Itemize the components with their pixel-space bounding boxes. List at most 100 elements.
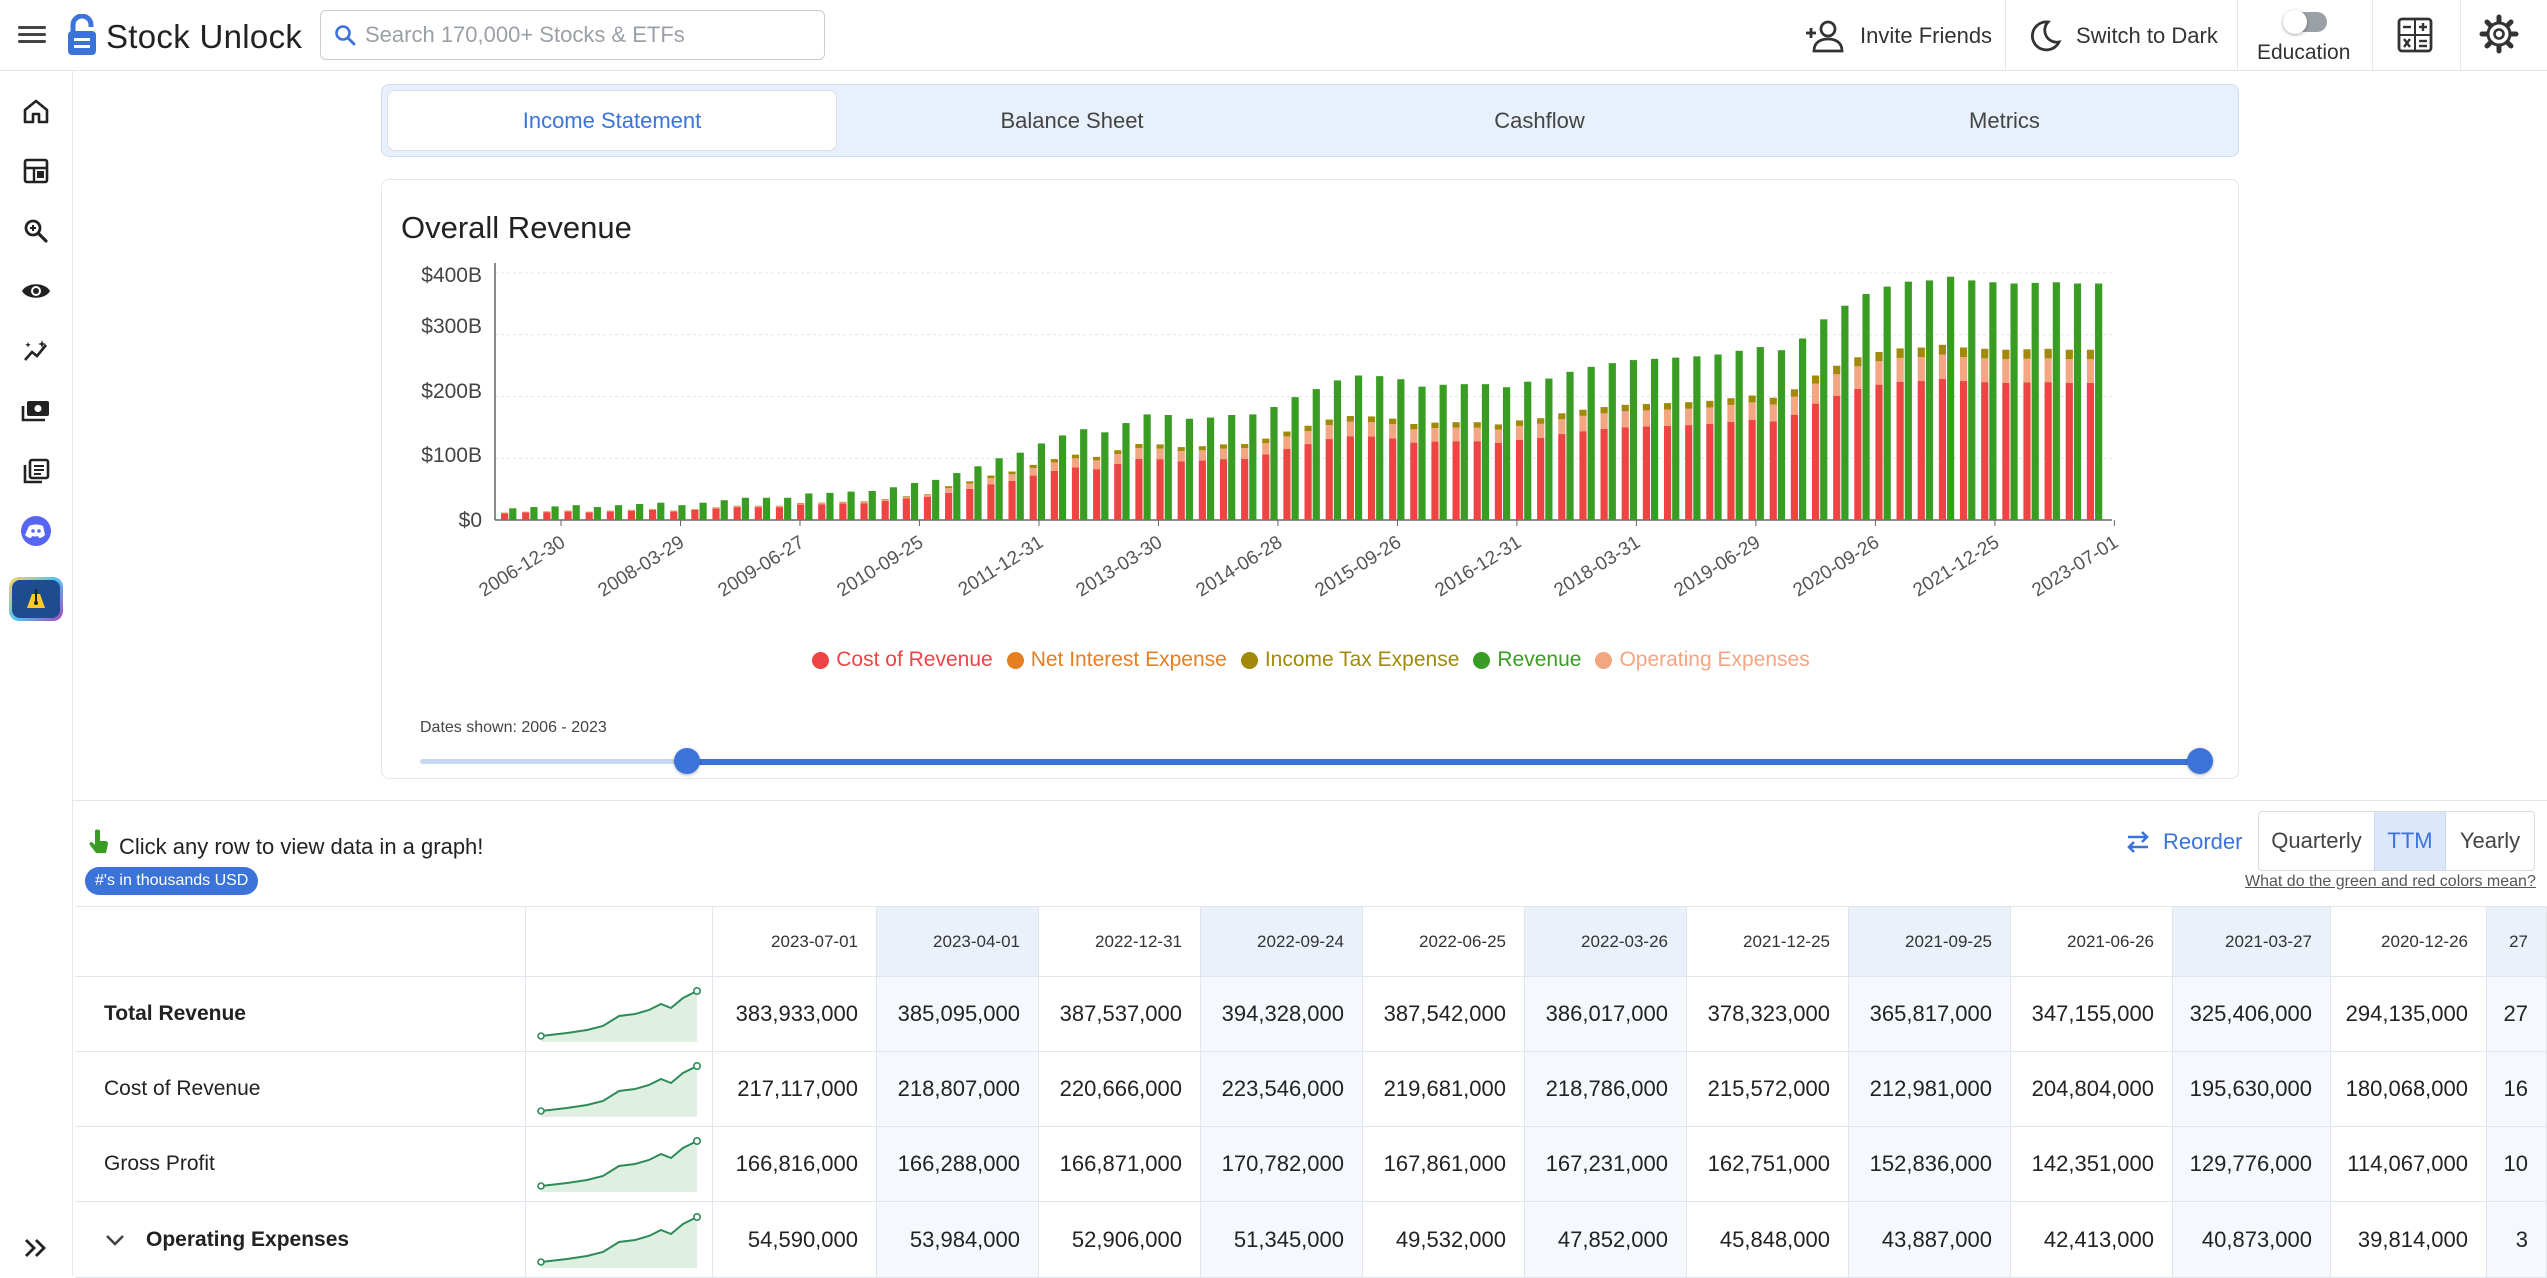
table-cell[interactable]: 53,984,000: [877, 1202, 1039, 1278]
tab-balance-sheet[interactable]: Balance Sheet: [837, 90, 1307, 151]
table-cell[interactable]: 166,816,000: [713, 1127, 877, 1202]
table-cell[interactable]: 223,546,000: [1201, 1052, 1363, 1127]
brand-name[interactable]: Stock Unlock: [106, 18, 302, 56]
range-start-handle[interactable]: [674, 748, 700, 774]
column-header[interactable]: 2020-12-26: [2331, 907, 2487, 977]
table-cell[interactable]: 16: [2487, 1052, 2547, 1127]
tab-cashflow[interactable]: Cashflow: [1307, 90, 1772, 151]
table-cell[interactable]: 195,630,000: [2173, 1052, 2331, 1127]
home-icon[interactable]: [20, 95, 52, 127]
pen-tool-button[interactable]: [9, 577, 63, 621]
column-header[interactable]: 2022-03-26: [1525, 907, 1687, 977]
column-header[interactable]: 2021-12-25: [1687, 907, 1849, 977]
colors-help-link[interactable]: What do the green and red colors mean?: [2245, 873, 2536, 891]
table-cell[interactable]: 294,135,000: [2331, 977, 2487, 1052]
table-cell[interactable]: 219,681,000: [1363, 1052, 1525, 1127]
table-cell[interactable]: 386,017,000: [1525, 977, 1687, 1052]
reorder-button[interactable]: Reorder: [2125, 829, 2242, 855]
library-icon[interactable]: [20, 455, 52, 487]
table-cell[interactable]: 3: [2487, 1202, 2547, 1278]
table-cell[interactable]: 204,804,000: [2011, 1052, 2173, 1127]
hamburger-icon[interactable]: [18, 22, 46, 48]
row-label[interactable]: Operating Expenses: [75, 1202, 526, 1278]
row-label[interactable]: Cost of Revenue: [75, 1052, 526, 1127]
sparkline-cell[interactable]: [526, 1127, 713, 1202]
table-cell[interactable]: 170,782,000: [1201, 1127, 1363, 1202]
column-header[interactable]: 2021-09-25: [1849, 907, 2011, 977]
table-cell[interactable]: 40,873,000: [2173, 1202, 2331, 1278]
table-cell[interactable]: 365,817,000: [1849, 977, 2011, 1052]
double-chevron-right-icon[interactable]: [22, 1237, 48, 1259]
column-header[interactable]: 2023-07-01: [713, 907, 877, 977]
calculator-icon[interactable]: [2397, 17, 2433, 53]
search-box[interactable]: [320, 10, 825, 60]
dashboard-icon[interactable]: [20, 155, 52, 187]
gear-icon[interactable]: [2479, 14, 2519, 54]
table-cell[interactable]: 166,871,000: [1039, 1127, 1201, 1202]
table-cell[interactable]: 43,887,000: [1849, 1202, 2011, 1278]
invite-friends-button[interactable]: Invite Friends: [1804, 0, 1992, 71]
column-header[interactable]: 27: [2487, 907, 2547, 977]
row-label[interactable]: Total Revenue: [75, 977, 526, 1052]
sparkline-cell[interactable]: [526, 977, 713, 1052]
table-cell[interactable]: 387,542,000: [1363, 977, 1525, 1052]
education-toggle[interactable]: [2283, 12, 2327, 32]
table-cell[interactable]: 142,351,000: [2011, 1127, 2173, 1202]
table-cell[interactable]: 114,067,000: [2331, 1127, 2487, 1202]
table-cell[interactable]: 218,807,000: [877, 1052, 1039, 1127]
table-cell[interactable]: 394,328,000: [1201, 977, 1363, 1052]
table-cell[interactable]: 129,776,000: [2173, 1127, 2331, 1202]
table-cell[interactable]: 166,288,000: [877, 1127, 1039, 1202]
period-quarterly[interactable]: Quarterly: [2259, 812, 2374, 870]
range-end-handle[interactable]: [2187, 748, 2213, 774]
column-header[interactable]: 2022-06-25: [1363, 907, 1525, 977]
legend-net-interest-expense[interactable]: Net Interest Expense: [1007, 648, 1227, 672]
column-header[interactable]: 2023-04-01: [877, 907, 1039, 977]
column-header[interactable]: 2022-09-24: [1201, 907, 1363, 977]
magic-chart-icon[interactable]: [20, 335, 52, 367]
eye-icon[interactable]: [20, 275, 52, 307]
logo-icon[interactable]: [66, 14, 98, 56]
table-cell[interactable]: 52,906,000: [1039, 1202, 1201, 1278]
zoom-search-icon[interactable]: [20, 215, 52, 247]
table-cell[interactable]: 152,836,000: [1849, 1127, 2011, 1202]
table-cell[interactable]: 218,786,000: [1525, 1052, 1687, 1127]
legend-income-tax-expense[interactable]: Income Tax Expense: [1241, 648, 1460, 672]
table-cell[interactable]: 347,155,000: [2011, 977, 2173, 1052]
money-icon[interactable]: [20, 395, 52, 427]
table-cell[interactable]: 47,852,000: [1525, 1202, 1687, 1278]
period-yearly[interactable]: Yearly: [2446, 812, 2534, 870]
table-cell[interactable]: 215,572,000: [1687, 1052, 1849, 1127]
table-cell[interactable]: 27: [2487, 977, 2547, 1052]
table-cell[interactable]: 10: [2487, 1127, 2547, 1202]
legend-operating-expenses[interactable]: Operating Expenses: [1595, 648, 1809, 672]
legend-cost-of-revenue[interactable]: Cost of Revenue: [812, 648, 992, 672]
table-cell[interactable]: 45,848,000: [1687, 1202, 1849, 1278]
row-label[interactable]: Gross Profit: [75, 1127, 526, 1202]
table-cell[interactable]: 162,751,000: [1687, 1127, 1849, 1202]
table-cell[interactable]: 49,532,000: [1363, 1202, 1525, 1278]
table-cell[interactable]: 387,537,000: [1039, 977, 1201, 1052]
table-cell[interactable]: 167,231,000: [1525, 1127, 1687, 1202]
table-cell[interactable]: 325,406,000: [2173, 977, 2331, 1052]
table-cell[interactable]: 51,345,000: [1201, 1202, 1363, 1278]
chevron-down-icon[interactable]: [104, 1233, 126, 1247]
tab-metrics[interactable]: Metrics: [1772, 90, 2237, 151]
table-cell[interactable]: 39,814,000: [2331, 1202, 2487, 1278]
table-cell[interactable]: 54,590,000: [713, 1202, 877, 1278]
column-header[interactable]: 2022-12-31: [1039, 907, 1201, 977]
search-input[interactable]: [365, 11, 815, 59]
switch-dark-button[interactable]: Switch to Dark: [2028, 0, 2218, 71]
table-cell[interactable]: 220,666,000: [1039, 1052, 1201, 1127]
sparkline-cell[interactable]: [526, 1202, 713, 1278]
table-cell[interactable]: 212,981,000: [1849, 1052, 2011, 1127]
period-ttm[interactable]: TTM: [2374, 812, 2446, 870]
table-cell[interactable]: 42,413,000: [2011, 1202, 2173, 1278]
table-cell[interactable]: 167,861,000: [1363, 1127, 1525, 1202]
column-header[interactable]: 2021-03-27: [2173, 907, 2331, 977]
tab-income-statement[interactable]: Income Statement: [387, 90, 837, 151]
legend-revenue[interactable]: Revenue: [1473, 648, 1581, 672]
column-header[interactable]: 2021-06-26: [2011, 907, 2173, 977]
table-cell[interactable]: 217,117,000: [713, 1052, 877, 1127]
table-cell[interactable]: 180,068,000: [2331, 1052, 2487, 1127]
